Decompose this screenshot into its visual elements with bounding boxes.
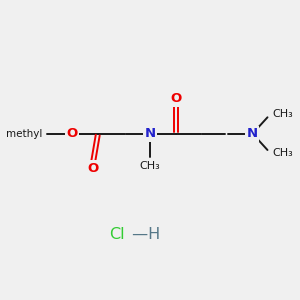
Text: Cl: Cl xyxy=(109,227,124,242)
Text: CH₃: CH₃ xyxy=(272,109,293,119)
Text: methyl: methyl xyxy=(6,129,43,139)
Text: O: O xyxy=(67,127,78,140)
Text: O: O xyxy=(170,92,181,105)
Text: —H: —H xyxy=(128,227,161,242)
Text: N: N xyxy=(246,127,257,140)
Text: CH₃: CH₃ xyxy=(140,161,160,171)
Text: N: N xyxy=(145,127,156,140)
Text: O: O xyxy=(87,162,98,175)
Text: CH₃: CH₃ xyxy=(272,148,293,158)
